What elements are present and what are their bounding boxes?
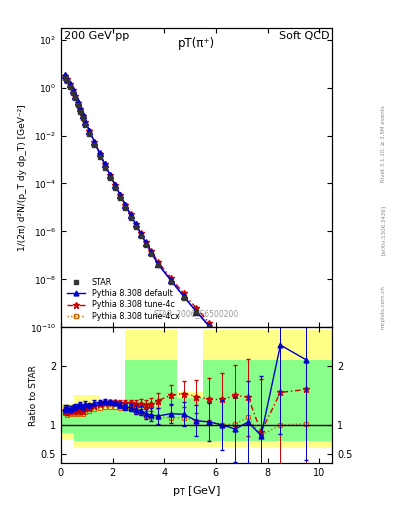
Text: Rivet 3.1.10, ≥ 3.5M events: Rivet 3.1.10, ≥ 3.5M events	[381, 105, 386, 182]
Text: pT(π⁺): pT(π⁺)	[178, 37, 215, 50]
Y-axis label: 1/(2π) d²N/(p_T dy dp_T) [GeV⁻²]: 1/(2π) d²N/(p_T dy dp_T) [GeV⁻²]	[18, 104, 27, 251]
Text: Soft QCD: Soft QCD	[279, 31, 329, 41]
Text: mcplots.cern.ch: mcplots.cern.ch	[381, 285, 386, 329]
Legend: STAR, Pythia 8.308 default, Pythia 8.308 tune-4c, Pythia 8.308 tune-4cx: STAR, Pythia 8.308 default, Pythia 8.308…	[65, 275, 182, 324]
X-axis label: $\mathregular{p_T}$ [GeV]: $\mathregular{p_T}$ [GeV]	[172, 484, 221, 498]
Text: 200 GeV pp: 200 GeV pp	[64, 31, 129, 41]
Y-axis label: Ratio to STAR: Ratio to STAR	[29, 365, 38, 426]
Text: [arXiv:1306.3436]: [arXiv:1306.3436]	[381, 205, 386, 255]
Text: STAR_2006_S6500200: STAR_2006_S6500200	[154, 309, 239, 318]
